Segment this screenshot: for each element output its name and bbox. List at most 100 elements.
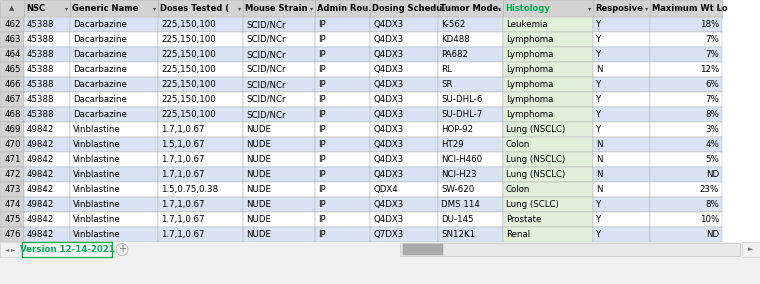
Bar [438, 77, 503, 92]
Text: IP: IP [318, 110, 325, 119]
Bar [0, 62, 24, 77]
Text: Q4DX3: Q4DX3 [373, 20, 404, 29]
Text: SCID/NCr: SCID/NCr [246, 95, 286, 104]
Bar [243, 212, 315, 227]
Text: K-562: K-562 [441, 20, 465, 29]
Bar [503, 107, 593, 122]
Bar [243, 17, 315, 32]
Bar [0, 167, 24, 182]
Text: 49842: 49842 [27, 155, 55, 164]
Bar [593, 197, 650, 212]
Text: Lymphoma: Lymphoma [506, 110, 553, 119]
Bar [0, 197, 24, 212]
Bar [370, 152, 438, 167]
Bar [158, 0, 243, 17]
Bar [503, 197, 593, 212]
Bar [243, 47, 315, 62]
Bar [243, 107, 315, 122]
Text: 471: 471 [5, 155, 21, 164]
Text: Q4DX3: Q4DX3 [373, 110, 404, 119]
Text: Dacarbazine: Dacarbazine [73, 110, 127, 119]
Text: IP: IP [318, 185, 325, 194]
Bar [742, 242, 760, 257]
Text: 8%: 8% [705, 200, 719, 209]
Bar [70, 107, 158, 122]
Bar [593, 227, 650, 242]
Bar [503, 227, 593, 242]
Bar [438, 47, 503, 62]
Bar [315, 122, 370, 137]
Bar [503, 137, 593, 152]
Bar [593, 182, 650, 197]
Text: Doses Tested (: Doses Tested ( [160, 4, 229, 13]
Text: IP: IP [318, 215, 325, 224]
Text: 7%: 7% [705, 95, 719, 104]
Text: SCID/NCr: SCID/NCr [246, 65, 286, 74]
Text: SR: SR [441, 80, 452, 89]
Bar [243, 32, 315, 47]
Bar [70, 32, 158, 47]
Text: 225,150,100: 225,150,100 [161, 50, 216, 59]
Bar [650, 47, 722, 62]
Bar [158, 167, 243, 182]
Text: 45388: 45388 [27, 35, 55, 44]
Text: 475: 475 [5, 215, 21, 224]
Bar [370, 137, 438, 152]
Text: Dacarbazine: Dacarbazine [73, 65, 127, 74]
Text: Lung (NSCLC): Lung (NSCLC) [506, 125, 565, 134]
Text: Dacarbazine: Dacarbazine [73, 95, 127, 104]
Bar [438, 227, 503, 242]
Text: Vinblastine: Vinblastine [73, 170, 121, 179]
Text: Q4DX3: Q4DX3 [373, 95, 404, 104]
Bar [315, 167, 370, 182]
Bar [243, 227, 315, 242]
Text: SCID/NCr: SCID/NCr [246, 110, 286, 119]
Text: Y: Y [596, 200, 601, 209]
Text: 10%: 10% [700, 215, 719, 224]
Bar [158, 92, 243, 107]
Text: IP: IP [318, 50, 325, 59]
Bar [593, 152, 650, 167]
Bar [370, 92, 438, 107]
Bar [650, 227, 722, 242]
Text: 7%: 7% [705, 35, 719, 44]
Text: Q4DX3: Q4DX3 [373, 155, 404, 164]
Bar [158, 47, 243, 62]
Bar [70, 47, 158, 62]
Text: NUDE: NUDE [246, 140, 271, 149]
Text: 49842: 49842 [27, 200, 55, 209]
Text: N: N [596, 155, 603, 164]
Text: NUDE: NUDE [246, 200, 271, 209]
Circle shape [116, 243, 128, 256]
Bar [370, 107, 438, 122]
Bar [503, 167, 593, 182]
Text: Y: Y [596, 35, 601, 44]
Bar [315, 47, 370, 62]
Bar [70, 0, 158, 17]
Bar [503, 77, 593, 92]
Bar [650, 107, 722, 122]
Text: Q4DX3: Q4DX3 [373, 200, 404, 209]
Bar [0, 17, 24, 32]
Bar [503, 47, 593, 62]
Text: Prostate: Prostate [506, 215, 541, 224]
Text: 23%: 23% [700, 185, 719, 194]
Bar [243, 137, 315, 152]
Text: Vinblastine: Vinblastine [73, 215, 121, 224]
Bar [315, 227, 370, 242]
Text: 463: 463 [5, 35, 21, 44]
Bar [370, 47, 438, 62]
Bar [24, 77, 70, 92]
Text: Generic Name: Generic Name [72, 4, 138, 13]
Text: IP: IP [318, 35, 325, 44]
Bar [158, 137, 243, 152]
Bar [650, 92, 722, 107]
Bar [22, 242, 112, 257]
Bar [370, 77, 438, 92]
Text: Maximum Wt Lo: Maximum Wt Lo [652, 4, 727, 13]
Bar [593, 92, 650, 107]
Text: Q4DX3: Q4DX3 [373, 170, 404, 179]
Bar [503, 182, 593, 197]
Text: Lymphoma: Lymphoma [506, 50, 553, 59]
Text: 466: 466 [5, 80, 21, 89]
